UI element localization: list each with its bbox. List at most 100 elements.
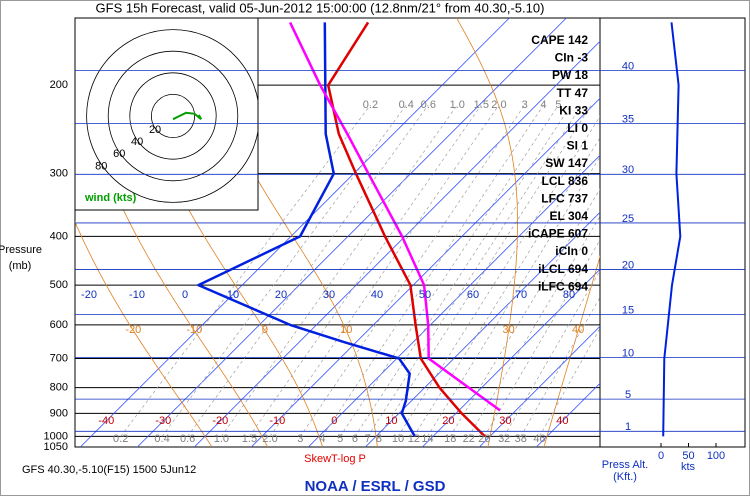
y-tick-label: 200: [50, 79, 68, 91]
mixing-ratio-label: 1.0: [214, 433, 229, 445]
isotherm: [365, 211, 600, 447]
upper-temperature-label: 0: [182, 289, 188, 301]
mixing-ratio-label: 12: [408, 433, 420, 445]
moist-adiabat-label: 0: [262, 324, 268, 336]
upper-temperature-label: -20: [81, 289, 97, 301]
mixing-ratio-label: 6: [352, 433, 358, 445]
mixing-ratio-label: 10: [392, 433, 404, 445]
mixing-ratio-label: 0.6: [180, 433, 195, 445]
mixing-ratio-label: 3: [297, 433, 303, 445]
index-name: KI: [559, 104, 571, 118]
index-value: 304: [568, 209, 588, 223]
isotherm: [251, 97, 600, 447]
index-name: SW: [545, 156, 565, 170]
index-value: 737: [568, 192, 588, 206]
isotherm: [194, 40, 600, 447]
index-name: iLCL: [538, 262, 564, 276]
profile-line: [197, 22, 416, 438]
index-text: CIn -3: [555, 51, 589, 65]
mixing-ratio-line: [322, 104, 544, 437]
mixing-ratio-line: [221, 104, 458, 437]
isotherm: [308, 154, 600, 447]
index-name: LI: [567, 121, 578, 135]
height-tick-label: 20: [622, 259, 634, 271]
hodograph-ring-label: 80: [95, 160, 107, 172]
mixing-ratio-label: 7: [365, 433, 371, 445]
index-value: 694: [568, 280, 588, 294]
mixing-ratio-top-label: 0.2: [363, 99, 378, 111]
index-name: PW: [552, 68, 572, 82]
height-tick-label: 25: [622, 213, 634, 225]
y-tick-label: 1050: [44, 441, 68, 453]
index-text: iLCL 694: [538, 262, 588, 276]
mixing-ratio-label: 1.5: [242, 433, 257, 445]
wind-speed-line: [662, 22, 682, 437]
index-name: iLFC: [538, 280, 565, 294]
upper-temperature-label: 50: [419, 289, 431, 301]
moist-adiabat-label: 30: [502, 324, 514, 336]
index-value: 1: [581, 139, 588, 153]
moist-adiabat-label: -20: [125, 324, 141, 336]
mixing-ratio-label: 4: [319, 433, 325, 445]
index-value: 607: [568, 227, 588, 241]
height-tick-label: 1: [625, 421, 631, 433]
index-name: EL: [550, 209, 565, 223]
moist-adiabat: [543, 255, 600, 447]
hodograph-ring: [129, 72, 217, 160]
height-tick-label: 5: [625, 389, 631, 401]
temperature-label: -10: [269, 415, 285, 427]
mixing-ratio-label: 0.4: [154, 433, 169, 445]
index-value: 142: [568, 33, 588, 47]
mixing-ratio-label: 2.0: [262, 433, 277, 445]
mixing-ratio-line: [397, 115, 600, 437]
mixing-ratio-line: [269, 104, 500, 437]
index-value: 147: [568, 156, 588, 170]
hodograph-ring: [86, 29, 258, 203]
mixing-ratio-line: [468, 215, 600, 437]
y-tick-label: 900: [50, 407, 68, 419]
index-name: SI: [567, 139, 578, 153]
height-axis-unit: (Kft.): [613, 471, 637, 483]
index-name: iCIn: [555, 244, 578, 258]
mixing-ratio-line: [413, 137, 600, 437]
mixing-ratio-line: [249, 104, 482, 437]
mixing-ratio-line: [161, 104, 407, 437]
height-tick-label: 10: [622, 347, 634, 359]
y-tick-label: 800: [50, 382, 68, 394]
hodograph-ring-label: 40: [131, 136, 143, 148]
credit: NOAA / ESRL / GSD: [305, 478, 446, 495]
index-text: LI 0: [567, 121, 588, 135]
upper-temperature-label: 10: [227, 289, 239, 301]
upper-temperature-label: 80: [563, 289, 575, 301]
temperature-label: 40: [556, 415, 568, 427]
index-value: -3: [577, 51, 588, 65]
index-text: LCL 836: [542, 174, 589, 188]
index-text: CAPE 142: [531, 33, 588, 47]
index-name: TT: [557, 86, 572, 100]
hodograph: 20 40 60 80: [86, 29, 258, 203]
mixing-ratio-label: 5: [337, 433, 343, 445]
profile-line: [288, 21, 501, 412]
mixing-ratio-top-label: 1.0: [450, 99, 465, 111]
index-value: 836: [568, 174, 588, 188]
mixing-ratio-top-label: 5: [555, 99, 561, 111]
grid-layer: [75, 18, 600, 447]
upper-temperature-label: 40: [371, 289, 383, 301]
isotherm: [80, 18, 510, 447]
mixing-ratio-top-label: 4: [540, 99, 546, 111]
index-name: CIn: [555, 51, 574, 65]
index-text: PW 18: [552, 68, 588, 82]
mixing-ratio-label: 22: [463, 433, 475, 445]
index-value: 0: [581, 121, 588, 135]
moist-adiabat-label: 10: [340, 324, 352, 336]
index-text: LFC 737: [541, 192, 588, 206]
index-text: iLFC 694: [538, 280, 588, 294]
mixing-ratio-label: 8: [376, 433, 382, 445]
index-name: LFC: [541, 192, 565, 206]
y-tick-label: 700: [50, 352, 68, 364]
index-name: iCAPE: [528, 227, 565, 241]
wind-speed-axis-label: kts: [681, 461, 696, 473]
moist-adiabat: [456, 18, 518, 447]
mixing-ratio-top-label: 3: [522, 99, 528, 111]
